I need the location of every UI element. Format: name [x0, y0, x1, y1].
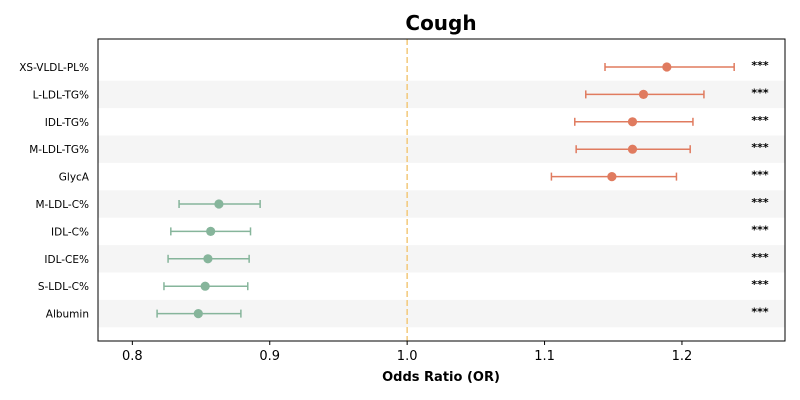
x-tick-label: 0.8	[122, 349, 143, 364]
y-tick-label: Albumin	[46, 309, 89, 321]
odds-ratio-point	[638, 89, 649, 99]
y-tick-label: IDL-C%	[51, 226, 89, 238]
significance-label: ***	[751, 169, 769, 182]
forest-row: M-LDL-C% ***	[35, 196, 768, 211]
odds-ratio-point	[200, 281, 210, 291]
significance-label: ***	[751, 86, 769, 99]
odds-ratio-point	[203, 254, 213, 264]
odds-ratio-point	[627, 117, 638, 127]
x-tick-label: 0.9	[259, 349, 280, 364]
chart-title: Cough	[405, 11, 476, 35]
significance-label: ***	[751, 223, 769, 236]
y-tick-label: XS-VLDL-PL%	[19, 62, 89, 74]
forest-row: GlycA ***	[59, 169, 769, 184]
forest-row: Albumin ***	[46, 306, 769, 321]
y-tick-label: GlycA	[59, 172, 90, 184]
odds-ratio-point	[206, 226, 216, 236]
y-tick-label: L-LDL-TG%	[33, 89, 89, 101]
forest-row: IDL-CE% ***	[44, 251, 768, 266]
significance-label: ***	[751, 59, 769, 72]
x-tick-label: 1.1	[534, 349, 555, 364]
significance-label: ***	[751, 251, 769, 264]
odds-ratio-point	[627, 144, 638, 154]
odds-ratio-point	[214, 199, 224, 209]
x-axis-label: Odds Ratio (OR)	[382, 370, 500, 385]
x-tick-label: 1.2	[672, 349, 693, 364]
odds-ratio-point	[662, 62, 672, 72]
forest-row: IDL-C% ***	[51, 223, 769, 238]
y-tick-label: IDL-CE%	[44, 254, 89, 266]
data-rows: XS-VLDL-PL% ***L-LDL-TG% ***IDL-TG% ***M-LD…	[19, 59, 769, 321]
odds-ratio-point	[193, 309, 203, 319]
significance-label: ***	[751, 306, 769, 319]
x-tick-label: 1.0	[397, 349, 418, 364]
y-tick-label: IDL-TG%	[45, 117, 89, 129]
forest-row: S-LDL-C% ***	[38, 278, 769, 293]
significance-label: ***	[751, 278, 769, 291]
significance-label: ***	[751, 141, 769, 154]
y-tick-label: M-LDL-TG%	[29, 144, 89, 156]
significance-label: ***	[751, 114, 769, 127]
forest-row: L-LDL-TG% ***	[33, 86, 769, 101]
forest-row: XS-VLDL-PL% ***	[19, 59, 769, 74]
odds-ratio-point	[607, 172, 617, 182]
x-axis-ticks: 0.8 0.9 1.0 1.1 1.2	[122, 341, 692, 364]
forest-row: M-LDL-TG% ***	[29, 141, 769, 156]
y-tick-label: M-LDL-C%	[35, 199, 89, 211]
plot-frame	[97, 38, 786, 342]
significance-label: ***	[751, 196, 769, 209]
forest-row: IDL-TG% ***	[45, 114, 769, 129]
y-tick-label: S-LDL-C%	[38, 281, 89, 293]
